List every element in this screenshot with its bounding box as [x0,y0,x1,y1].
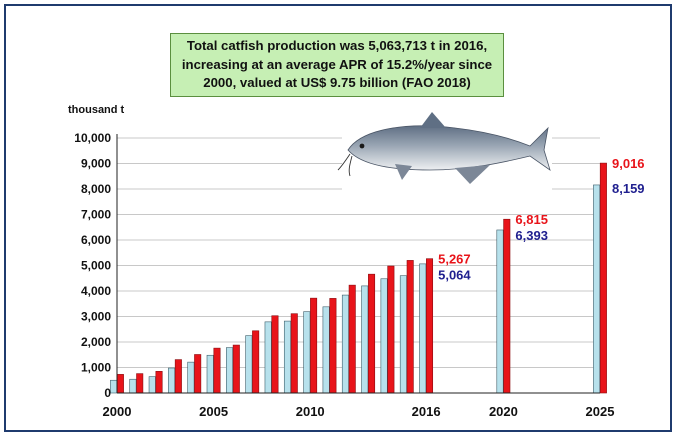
bar-series-b [290,313,298,394]
y-tick-label: 7,000 [81,208,111,222]
bar-series-b [232,344,240,394]
bar-series-a [322,306,330,394]
summary-note: Total catfish production was 5,063,713 t… [170,33,504,97]
catfish-photo [337,110,552,190]
bar-series-b [599,162,607,394]
bar-series-b [194,354,202,394]
y-tick-label: 6,000 [81,233,111,247]
bar-series-b [174,359,182,394]
bar-series-b [155,371,163,394]
bar-series-b [348,284,356,394]
x-tick-label: 2005 [199,404,228,419]
bar-series-a [226,347,234,394]
bar-series-a [129,378,137,394]
x-tick-label: 2000 [103,404,132,419]
y-tick-label: 5,000 [81,259,111,273]
bar-series-a [168,367,176,394]
bar-series-a [419,263,427,394]
bar-series-b [387,265,395,394]
bar-series-b [310,297,318,394]
y-tick-label: 10,000 [74,131,111,145]
bar-series-b [368,273,376,394]
y-tick-label: 8,000 [81,182,111,196]
bar-series-a [283,320,291,394]
bar-series-b [213,347,221,394]
summary-line-3: 2000, valued at US$ 9.75 billion (FAO 20… [203,75,471,90]
bar-series-a [206,354,214,394]
bar-series-a [496,229,504,394]
x-tick-label: 2016 [412,404,441,419]
bar-series-a [361,285,369,394]
x-tick-label: 2010 [296,404,325,419]
x-tick-label: 2025 [586,404,615,419]
y-axis-title: thousand t [68,104,125,116]
bar-series-a [593,184,601,394]
bar-series-a [341,294,349,394]
data-label-series-a: 5,064 [438,268,471,283]
y-tick-label: 9,000 [81,157,111,171]
summary-line-2: increasing at an average APR of 15.2%/ye… [181,56,493,72]
bar-series-b [329,298,337,394]
x-tick-label: 2020 [489,404,518,419]
bar-series-a [380,278,388,394]
bar-series-a [399,275,407,394]
data-label-series-a: 8,159 [612,181,645,196]
bar-series-b [271,315,279,394]
bar-series-b [116,374,124,394]
data-label-series-b: 6,815 [515,212,548,227]
bar-series-b [136,373,144,394]
bar-series-a [187,361,195,394]
data-label-series-a: 6,393 [515,228,548,243]
y-tick-label: 1,000 [81,361,111,375]
bar-series-a [303,311,311,394]
summary-line-1: Total catfish production was 5,063,713 t… [186,38,488,53]
bar-series-b [503,218,511,394]
bar-series-b [426,258,434,394]
bar-series-a [110,379,118,394]
bar-series-a [264,321,272,394]
data-label-series-b: 9,016 [612,156,645,171]
data-label-series-b: 5,267 [438,252,471,267]
bar-series-b [406,260,414,394]
bar-series-a [148,376,156,394]
y-tick-label: 0 [104,386,111,400]
y-tick-label: 3,000 [81,310,111,324]
bar-series-a [245,335,253,394]
y-tick-label: 2,000 [81,335,111,349]
y-tick-label: 4,000 [81,284,111,298]
bar-series-b [252,330,260,394]
